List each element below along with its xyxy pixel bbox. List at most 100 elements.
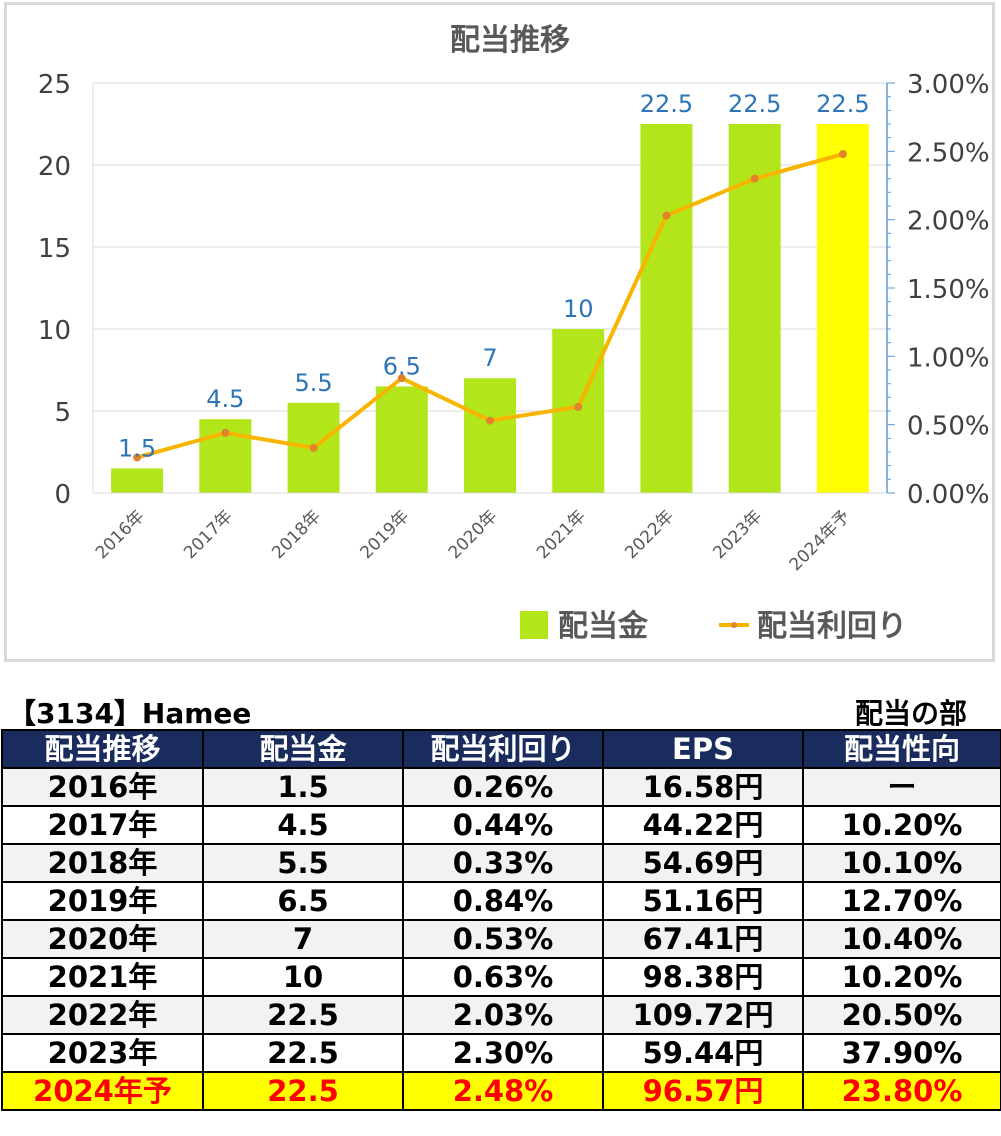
- cell-year: 2018年: [1, 843, 204, 883]
- cell-payout: 10.40%: [802, 919, 1001, 959]
- cell-yield: 0.84%: [402, 881, 604, 921]
- chart-title: 配当推移: [450, 23, 570, 58]
- section-label: 配当の部: [854, 697, 967, 730]
- table-row: 2024年予 22.5 2.48% 96.57円 23.80%: [1, 1071, 1001, 1111]
- y-left-tick-label: 0: [54, 480, 71, 510]
- yield-point: [221, 428, 230, 437]
- cell-eps: 51.16円: [602, 881, 804, 921]
- data-label: 6.5: [383, 352, 421, 380]
- y-right-tick-label: 3.00%: [907, 70, 990, 100]
- cell-yield: 0.53%: [402, 919, 604, 959]
- bar: [464, 378, 516, 493]
- data-label: 5.5: [294, 369, 332, 397]
- x-tick-label: 2018年: [268, 506, 325, 563]
- cell-dividend: 7: [202, 919, 404, 959]
- x-tick-label: 2019年: [357, 506, 414, 563]
- data-label: 10: [563, 295, 594, 323]
- cell-yield: 2.03%: [402, 995, 604, 1035]
- y-left-tick-label: 5: [54, 398, 71, 428]
- y-left-tick-label: 15: [38, 234, 71, 264]
- cell-dividend: 4.5: [202, 805, 404, 845]
- data-label: 1.5: [118, 434, 156, 462]
- cell-payout: ー: [802, 767, 1001, 807]
- legend-label-bar: 配当金: [558, 609, 649, 644]
- cell-eps: 59.44円: [602, 1033, 804, 1073]
- cell-eps: 98.38円: [602, 957, 804, 997]
- cell-payout: 23.80%: [802, 1071, 1001, 1111]
- table-row: 2020年 7 0.53% 67.41円 10.40%: [1, 919, 1001, 959]
- yield-point: [662, 211, 671, 220]
- table-row: 2022年 22.5 2.03% 109.72円 20.50%: [1, 995, 1001, 1035]
- y-right-tick-label: 2.50%: [907, 138, 990, 168]
- cell-eps: 96.57円: [602, 1071, 804, 1111]
- cell-year: 2023年: [1, 1033, 204, 1073]
- y-left-tick-label: 10: [38, 316, 71, 346]
- y-left-tick-label: 25: [38, 70, 71, 100]
- y-right-tick-label: 1.00%: [907, 343, 990, 373]
- cell-yield: 0.63%: [402, 957, 604, 997]
- y-right-tick-label: 0.50%: [907, 412, 990, 442]
- bar: [816, 124, 869, 493]
- y-left-tick-label: 20: [38, 152, 71, 182]
- cell-year: 2024年予: [1, 1071, 204, 1111]
- cell-payout: 10.20%: [802, 957, 1001, 997]
- cell-dividend: 22.5: [202, 1033, 404, 1073]
- cell-yield: 0.33%: [402, 843, 604, 883]
- cell-year: 2021年: [1, 957, 204, 997]
- cell-payout: 20.50%: [802, 995, 1001, 1035]
- yield-point: [133, 453, 142, 462]
- cell-eps: 16.58円: [602, 767, 804, 807]
- cell-year: 2016年: [1, 767, 204, 807]
- data-label: 22.5: [728, 90, 781, 118]
- table-caption-row: 【3134】Hamee 配当の部: [0, 692, 1001, 730]
- y-right-tick-label: 2.00%: [907, 207, 990, 237]
- table-row: 2019年 6.5 0.84% 51.16円 12.70%: [1, 881, 1001, 921]
- company-title: 【3134】Hamee: [8, 697, 252, 730]
- cell-dividend: 22.5: [202, 995, 404, 1035]
- data-label: 22.5: [640, 90, 693, 118]
- yield-point: [309, 443, 318, 452]
- y-right-tick-label: 1.50%: [907, 275, 990, 305]
- cell-payout: 10.10%: [802, 843, 1001, 883]
- legend-swatch-marker: [731, 622, 737, 628]
- cell-yield: 0.26%: [402, 767, 604, 807]
- cell-year: 2022年: [1, 995, 204, 1035]
- legend-swatch-bar: [520, 611, 548, 639]
- bar: [111, 468, 164, 493]
- table-header-row: 配当推移 配当金 配当利回り EPS 配当性向: [1, 729, 1001, 769]
- yield-point: [838, 150, 847, 159]
- table-row: 2016年 1.5 0.26% 16.58円ー: [1, 767, 1001, 807]
- cell-eps: 54.69円: [602, 843, 804, 883]
- cell-eps: 109.72円: [602, 995, 804, 1035]
- cell-yield: 0.44%: [402, 805, 604, 845]
- dividend-table: 配当推移 配当金 配当利回り EPS 配当性向 2016年 1.5 0.26% 16.…: [1, 729, 1001, 1111]
- x-tick-label: 2023年: [709, 506, 766, 563]
- table-row: 2018年 5.5 0.33% 54.69円 10.10%: [1, 843, 1001, 883]
- yield-point: [750, 174, 759, 183]
- yield-point: [574, 402, 583, 411]
- column-header-yield: 配当利回り: [402, 729, 604, 769]
- x-tick-label: 2016年: [92, 506, 149, 563]
- cell-payout: 10.20%: [802, 805, 1001, 845]
- bar: [640, 124, 693, 493]
- x-tick-label: 2022年: [621, 506, 678, 563]
- legend-label-line: 配当利回り: [757, 609, 907, 644]
- column-header-payout: 配当性向: [802, 729, 1001, 769]
- cell-payout: 37.90%: [802, 1033, 1001, 1073]
- x-tick-label: 2020年: [445, 506, 502, 563]
- bar: [375, 386, 428, 493]
- column-header-eps: EPS: [602, 729, 804, 769]
- data-label: 7: [482, 344, 497, 372]
- table-row: 2023年 22.5 2.30% 59.44円 37.90%: [1, 1033, 1001, 1073]
- cell-eps: 44.22円: [602, 805, 804, 845]
- cell-dividend: 5.5: [202, 843, 404, 883]
- x-tick-label: 2021年: [533, 506, 590, 563]
- chart-frame: 配当推移 1.5 4.5 5.5 6.5 7 10 22.5 22.5 22.5 0 5 10 15 2…: [4, 2, 995, 662]
- table-row: 2021年 10 0.63% 98.38円 10.20%: [1, 957, 1001, 997]
- dividend-chart: 配当推移 1.5 4.5 5.5 6.5 7 10 22.5 22.5 22.5 0 5 10 15 2…: [38, 23, 990, 644]
- cell-year: 2019年: [1, 881, 204, 921]
- yield-point: [486, 416, 494, 425]
- cell-payout: 12.70%: [802, 881, 1001, 921]
- data-label: 4.5: [206, 385, 244, 413]
- column-header-dividend: 配当金: [202, 729, 404, 769]
